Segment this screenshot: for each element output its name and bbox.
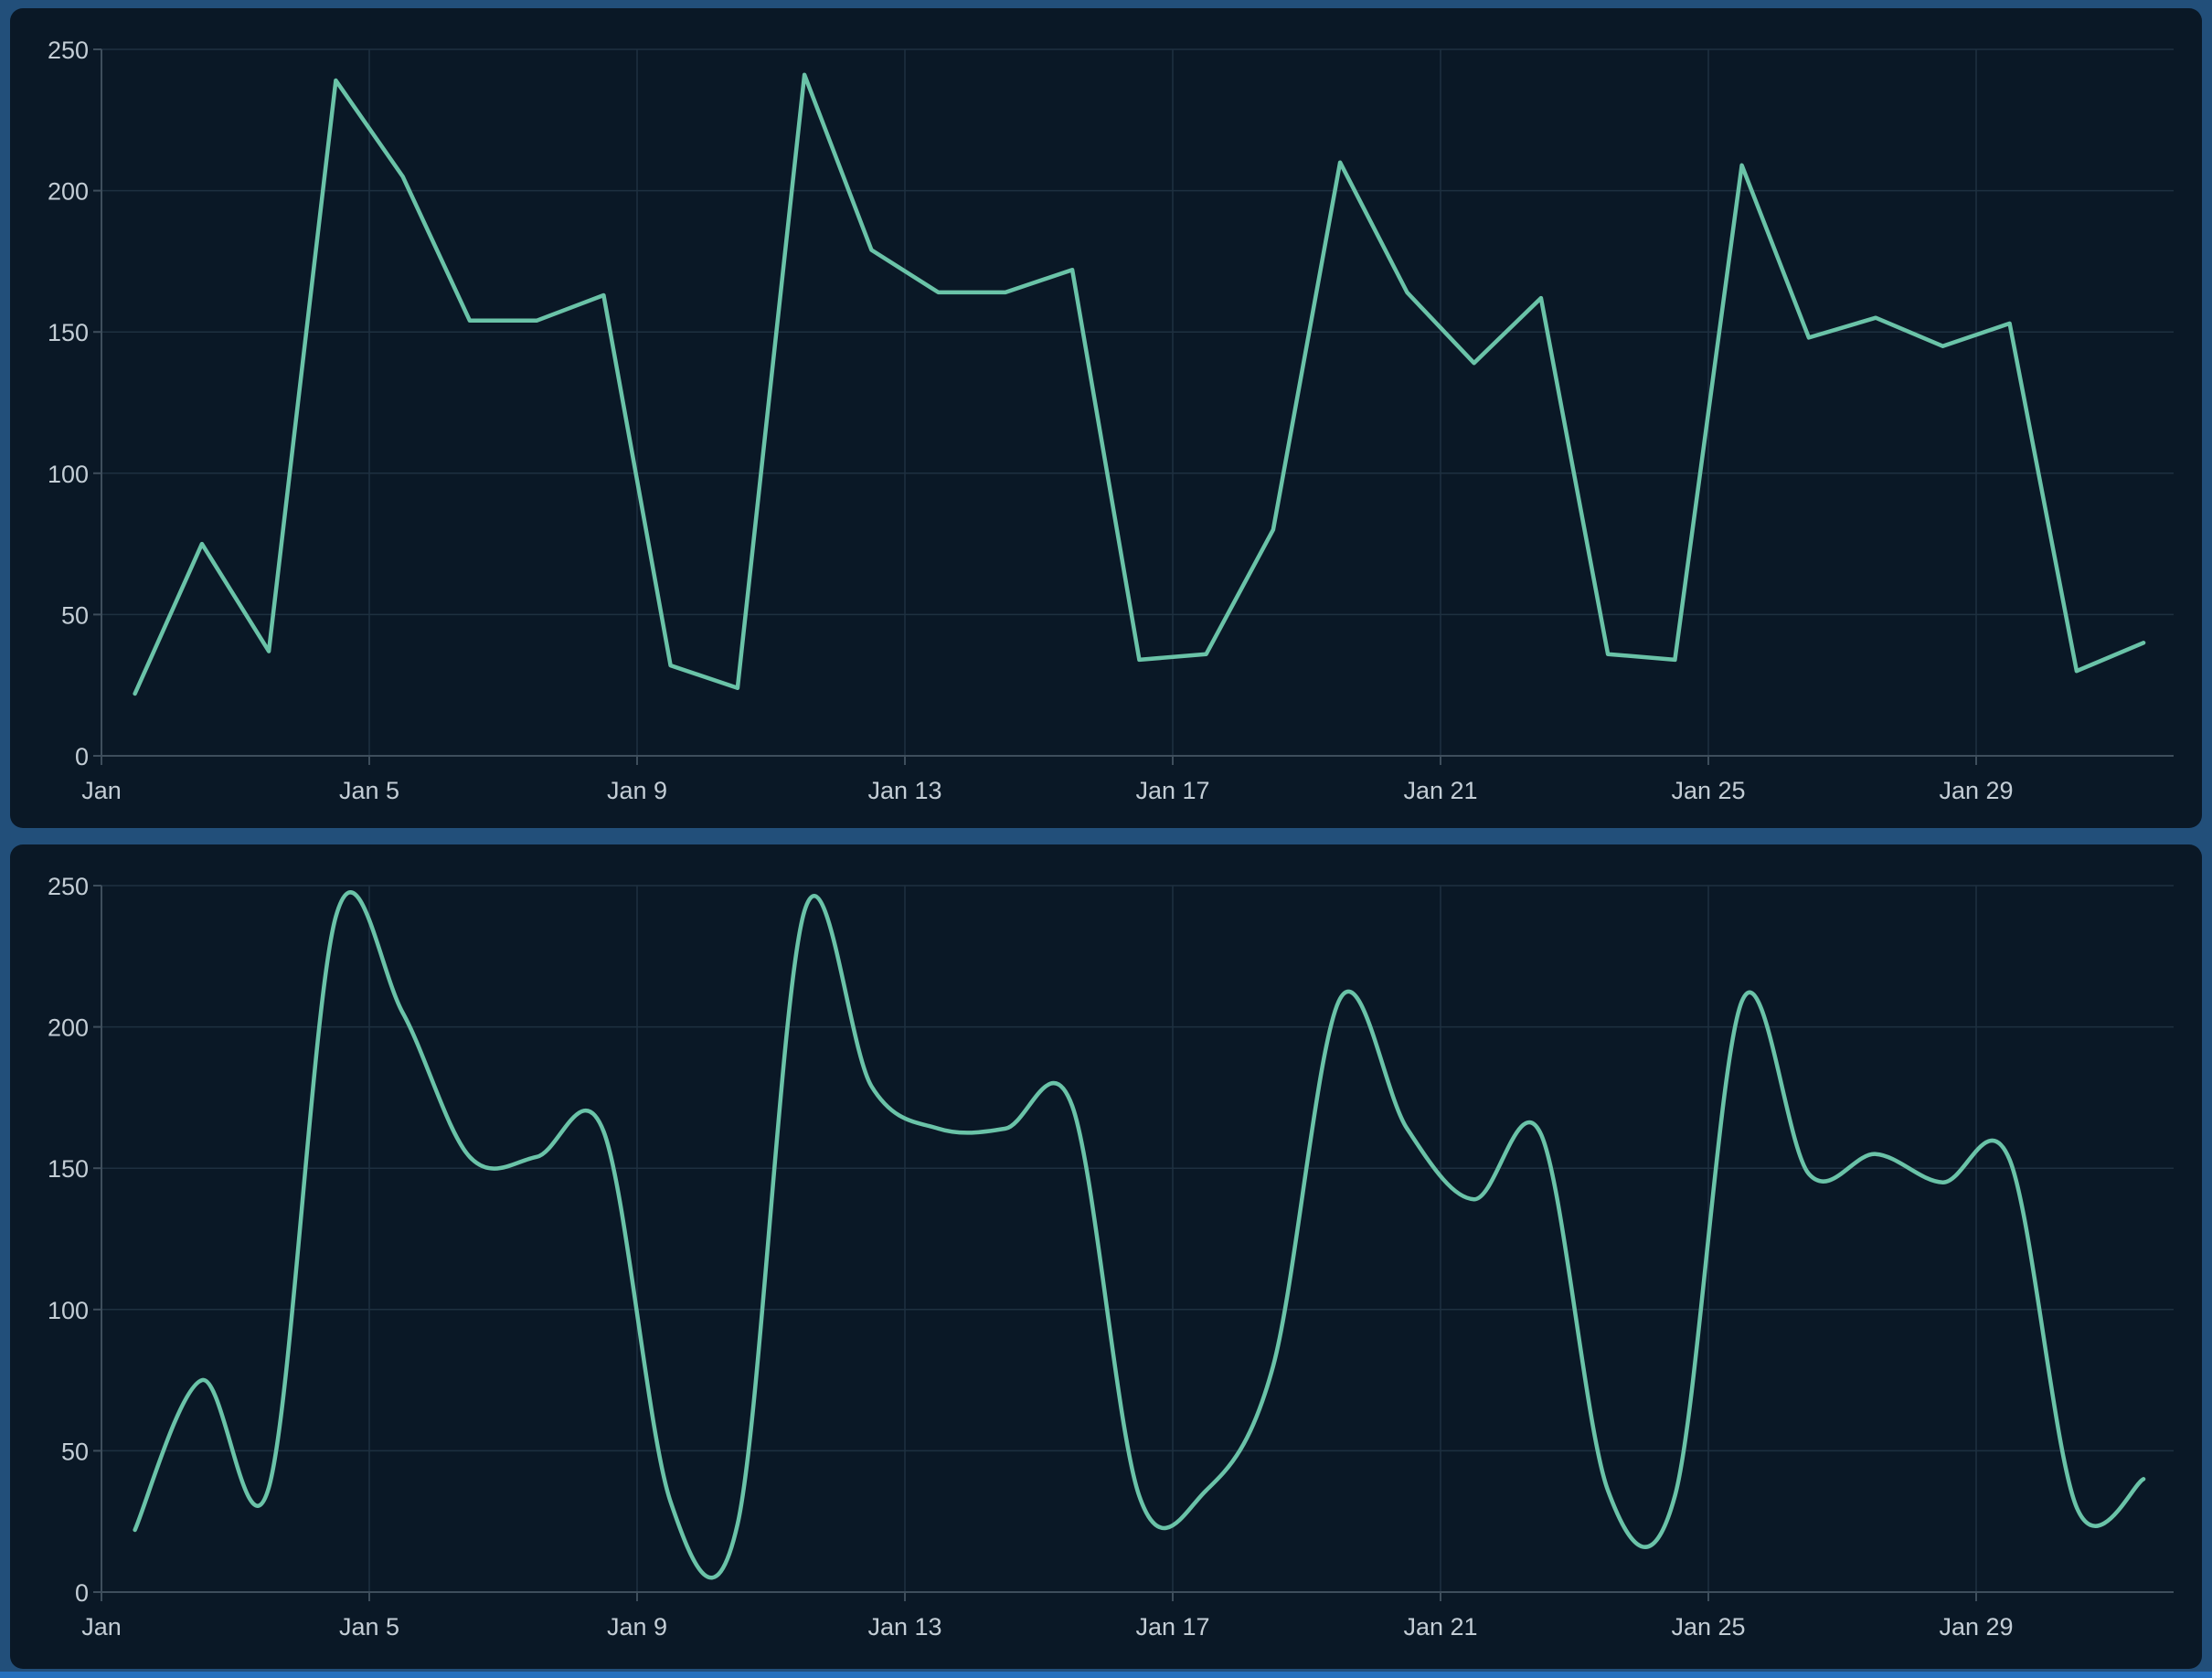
x-tick-label: Jan 29 — [1939, 777, 2013, 804]
y-tick-label: 200 — [48, 1014, 89, 1042]
x-tick-label: Jan 17 — [1135, 1613, 1209, 1641]
x-tick-label: Jan 5 — [339, 777, 399, 804]
x-tick-label: Jan 21 — [1403, 1613, 1477, 1641]
x-tick-label: Jan 13 — [867, 777, 941, 804]
y-tick-label: 150 — [48, 1155, 89, 1183]
x-tick-label: Jan 9 — [607, 1613, 667, 1641]
y-tick-label: 0 — [75, 743, 89, 770]
series-line — [133, 72, 2146, 696]
x-tick-label: Jan 5 — [339, 1613, 399, 1641]
x-tick-label: Jan — [81, 1613, 122, 1641]
x-tick-label: Jan 25 — [1671, 1613, 1745, 1641]
y-tick-label: 150 — [48, 319, 89, 346]
smoothed-line-chart-panel: Jan Jan 5 Jan 9 Jan 13 Jan 17 Jan 21 Jan 25 Jan… — [10, 844, 2202, 1669]
x-tick-label: Jan 29 — [1939, 1613, 2013, 1641]
x-tick-label: Jan 9 — [607, 777, 667, 804]
y-tick-label: 200 — [48, 178, 89, 206]
y-tick-label: 100 — [48, 1297, 89, 1324]
y-tick-label: 50 — [61, 1438, 89, 1465]
y-tick-label: 0 — [75, 1579, 89, 1607]
x-tick-label: Jan 21 — [1403, 777, 1477, 804]
x-tick-label: Jan 17 — [1135, 777, 1209, 804]
y-tick-label: 100 — [48, 461, 89, 488]
smoothed-series-line — [133, 890, 2146, 1580]
smoothed-line-chart: Jan Jan 5 Jan 9 Jan 13 Jan 17 Jan 21 Jan 25 Jan… — [48, 873, 2174, 1641]
y-tick-label: 250 — [48, 37, 89, 64]
window-edge-highlight — [0, 1672, 2212, 1678]
x-tick-label: Jan 13 — [867, 1613, 941, 1641]
x-tick-label: Jan 25 — [1671, 777, 1745, 804]
x-tick-label: Jan — [81, 777, 122, 804]
y-tick-label: 50 — [61, 601, 89, 629]
daily-line-chart: Jan Jan 5 Jan 9 Jan 13 Jan 17 Jan 21 Jan 25 Jan… — [48, 37, 2174, 804]
y-tick-label: 250 — [48, 873, 89, 900]
daily-line-chart-panel: Jan Jan 5 Jan 9 Jan 13 Jan 17 Jan 21 Jan 25 Jan… — [10, 8, 2202, 828]
